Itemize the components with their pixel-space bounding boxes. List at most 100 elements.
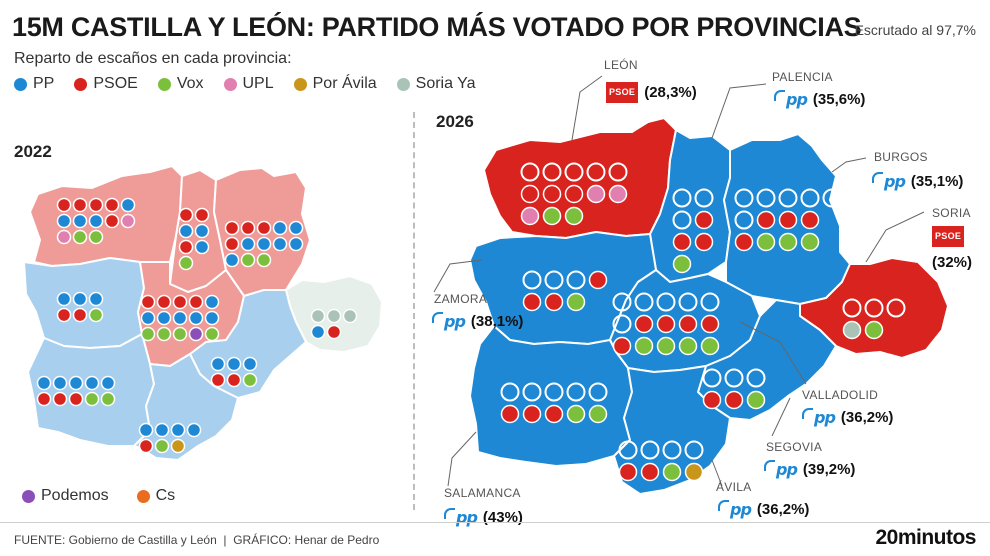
seat-soria-2022-psoe [326, 324, 342, 340]
province-soria-2022 [285, 275, 383, 353]
seat-soria-2026-pp [864, 298, 884, 318]
winner-burgos: pp (35,1%) [872, 172, 963, 190]
winner-soria-logo: PSOE [932, 226, 965, 247]
seat-leon-2026-vox [564, 206, 584, 226]
label-soria: SORIA [932, 206, 971, 220]
seat-burgos-2026-pp [734, 188, 754, 208]
seat-burgos-2026-pp [822, 188, 842, 208]
winner-avila: pp (36,2%) [718, 500, 809, 518]
seat-palencia-2026-pp [694, 188, 714, 208]
seat-leon-2026-psoe [542, 184, 562, 204]
seat-segovia-2022-psoe [210, 372, 226, 388]
province-salamanca-2026 [469, 325, 633, 467]
label-zamora: ZAMORA [434, 292, 488, 306]
seat-valladolid-2022-pp [204, 310, 220, 326]
subtitle: Reparto de escaños en cada provincia: [14, 50, 292, 67]
seat-valladolid-2022-pp [172, 310, 188, 326]
seat-salamanca-2026-pp [500, 382, 520, 402]
seat-salamanca-2026-psoe [544, 404, 564, 424]
seat-soria-2026-pp [886, 298, 906, 318]
legend-item-psoe: PSOE [74, 75, 138, 93]
seat-burgos-2026-psoe [756, 210, 776, 230]
map-divider [413, 112, 415, 510]
seat-palencia-2026-pp [672, 210, 692, 230]
leader-salamanca [447, 431, 477, 487]
seat-zamora-2022-psoe [72, 307, 88, 323]
seat-avila-2026-pp [684, 440, 704, 460]
seat-burgos-2022-vox [256, 252, 272, 268]
legend-label: PSOE [93, 75, 138, 92]
scrutiny-status: Escrutado al 97,7% [854, 22, 976, 38]
page-title: 15M CASTILLA Y LEÓN: PARTIDO MÁS VOTADO … [12, 12, 862, 42]
pp-logo: pp [718, 500, 752, 518]
seat-leon-2022-pp [120, 197, 136, 213]
pct-valladolid: (36,2%) [840, 408, 894, 426]
seat-burgos-2026-pp [800, 188, 820, 208]
seat-valladolid-2022-psoe [140, 294, 156, 310]
seat-zamora-2026-psoe [588, 270, 608, 290]
seat-zamora-2022-pp [88, 291, 104, 307]
seat-palencia-2026-psoe [672, 232, 692, 252]
year-label-2026: 2026 [436, 112, 474, 131]
seat-burgos-2022-psoe [240, 220, 256, 236]
winner-salamanca: pp (43%) [444, 508, 523, 526]
seat-salamanca-2022-pp [36, 375, 52, 391]
legend-label: PP [33, 75, 55, 92]
seat-valladolid-2022-pp [140, 310, 156, 326]
psoe-logo: PSOE [932, 226, 965, 247]
pct-salamanca: (43%) [482, 508, 523, 526]
seat-palencia-2022-pp [178, 223, 194, 239]
pct-leon: (28,3%) [644, 84, 697, 101]
seat-leon-2022-psoe [104, 213, 120, 229]
seat-palencia-2022-psoe [194, 207, 210, 223]
legend-2022-extra: Podemos Cs [22, 487, 175, 505]
seat-salamanca-2022-psoe [52, 391, 68, 407]
label-burgos: BURGOS [874, 150, 928, 164]
seat-avila-2026-pp [640, 440, 660, 460]
legend-label: Cs [155, 487, 176, 504]
seat-avila-2026-pp [662, 440, 682, 460]
soria-ya-dot [396, 77, 410, 91]
seat-segovia-2022-pp [226, 356, 242, 372]
seat-valladolid-2026-pp [612, 314, 632, 334]
seat-burgos-2026-pp [756, 188, 776, 208]
seat-valladolid-2022-pp [188, 310, 204, 326]
seat-valladolid-2022-pp [204, 294, 220, 310]
seat-soria-2026-pp [842, 298, 862, 318]
seat-leon-2026-pp [542, 162, 562, 182]
legend-label: UPL [242, 75, 274, 92]
legend-item-upl: UPL [223, 75, 274, 93]
seat-leon-2026-pp [586, 162, 606, 182]
seat-valladolid-2022-psoe [188, 294, 204, 310]
seat-avila-2026-pp [618, 440, 638, 460]
seat-burgos-2022-pp [240, 236, 256, 252]
pp-logo: pp [802, 408, 836, 426]
leader-palencia [711, 83, 767, 139]
leader-segovia [771, 397, 791, 437]
seat-leon-2026-psoe [564, 184, 584, 204]
leader-valladolid [739, 321, 807, 385]
winner-zamora: pp (38,1%) [432, 312, 523, 330]
year-label-2022: 2022 [14, 142, 52, 161]
legend-item-cs: Cs [136, 487, 176, 505]
seat-valladolid-2026-psoe [634, 314, 654, 334]
legend-label: Por Ávila [312, 75, 377, 92]
seat-leon-2022-psoe [56, 197, 72, 213]
seat-segovia-2026-pp [746, 368, 766, 388]
province-burgos-2026 [723, 133, 851, 305]
seat-valladolid-2026-psoe [700, 314, 720, 334]
leader-leon [571, 75, 603, 141]
seat-valladolid-2026-pp [678, 292, 698, 312]
seat-leon-2022-psoe [104, 197, 120, 213]
seat-soria-2022-pp [310, 324, 326, 340]
province-avila-2026 [613, 365, 731, 495]
seat-valladolid-2022-psoe [172, 294, 188, 310]
seat-soria-2022-soria-ya [310, 308, 326, 324]
province-segovia-2022 [189, 289, 307, 399]
seat-valladolid-2026-psoe [612, 336, 632, 356]
pct-soria: (32%) [932, 254, 973, 271]
brand-logo: 20minutos [875, 526, 976, 549]
seat-salamanca-2026-psoe [500, 404, 520, 424]
seat-salamanca-2026-pp [588, 382, 608, 402]
seat-segovia-2022-pp [210, 356, 226, 372]
